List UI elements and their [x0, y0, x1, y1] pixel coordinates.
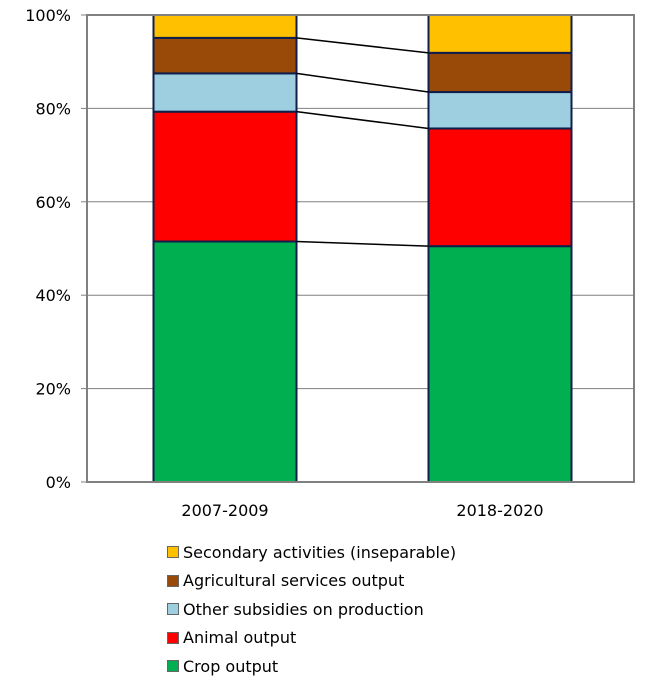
legend-item: Animal output [167, 624, 456, 653]
bar-segment-agricultural-services-output [152, 36, 298, 75]
legend-swatch [167, 546, 179, 559]
legend-swatch [167, 603, 179, 616]
plot-area-border [86, 14, 635, 483]
bar-segment-secondary-activities-inseparable- [152, 14, 298, 39]
series-line [296, 72, 429, 93]
stacked-bar-chart: 0% 20% 40% 60% 80% 100% 2007-2009 2018-2020 [25, 6, 635, 520]
bar-segment-other-subsidies-on-production [427, 91, 573, 130]
y-tick-label: 60% [35, 193, 71, 212]
x-tick-label: 2018-2020 [456, 501, 543, 520]
legend-label: Secondary activities (inseparable) [183, 542, 457, 562]
legend-swatch [167, 574, 179, 587]
legend: Secondary activities (inseparable) Agricu… [167, 538, 456, 681]
legend-swatch [167, 631, 179, 644]
bar-segment-other-subsidies-on-production [152, 72, 298, 113]
y-tick-label: 80% [35, 99, 71, 118]
legend-label: Animal output [183, 628, 297, 648]
series-connector-lines [296, 37, 429, 247]
series-line [296, 110, 429, 130]
legend-swatch [167, 660, 179, 673]
legend-label: Other subsidies on production [183, 599, 424, 619]
bar-segment-animal-output [427, 127, 573, 248]
series-line [296, 240, 429, 247]
y-tick-label: 0% [46, 473, 71, 492]
series-line [296, 37, 429, 54]
legend-item: Crop output [167, 652, 456, 681]
x-axis-tick-labels: 2007-2009 2018-2020 [181, 501, 543, 520]
bars [152, 14, 573, 483]
x-tick-label: 2007-2009 [181, 501, 268, 520]
legend-item: Agricultural services output [167, 567, 456, 596]
bar-segment-animal-output [152, 110, 298, 243]
y-axis-tick-labels: 0% 20% 40% 60% 80% 100% [25, 6, 71, 492]
bar-segment-secondary-activities-inseparable- [427, 14, 573, 54]
legend-item: Secondary activities (inseparable) [167, 538, 456, 567]
y-tick-label: 100% [25, 6, 71, 25]
legend-item: Other subsidies on production [167, 595, 456, 624]
bar-segment-crop-output [427, 245, 573, 483]
bar-segment-agricultural-services-output [427, 51, 573, 94]
legend-label: Agricultural services output [183, 571, 405, 591]
bar-segment-crop-output [152, 240, 298, 483]
legend-label: Crop output [183, 656, 279, 676]
y-tick-label: 20% [35, 380, 71, 399]
y-tick-label: 40% [35, 286, 71, 305]
